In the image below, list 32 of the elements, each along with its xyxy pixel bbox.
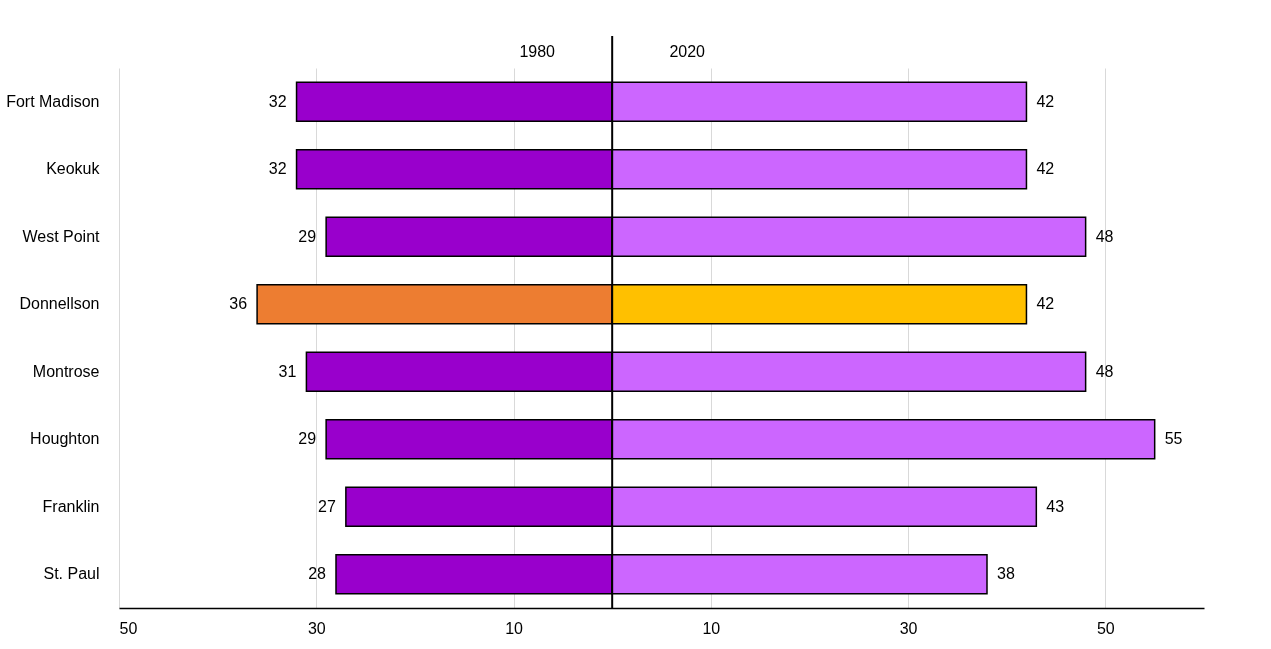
data-label: 42 — [1036, 295, 1055, 313]
data-label: 42 — [1036, 160, 1055, 178]
data-label: 32 — [268, 92, 287, 110]
data-label: 48 — [1095, 362, 1114, 380]
x-tick-label: 30 — [307, 619, 326, 637]
y-tick-label: Donnellson — [19, 295, 100, 313]
data-label: 36 — [229, 295, 248, 313]
y-tick-label: Houghton — [30, 430, 100, 448]
data-label: 31 — [278, 362, 297, 380]
y-tick-label: St. Paul — [43, 565, 100, 583]
data-label: 29 — [298, 430, 317, 448]
data-label: 38 — [997, 565, 1015, 583]
data-label: 42 — [1036, 92, 1055, 110]
y-tick-label: Montrose — [32, 362, 100, 380]
y-tick-label: Keokuk — [46, 160, 101, 178]
data-label: 29 — [298, 227, 317, 245]
data-label: 43 — [1046, 497, 1065, 515]
x-tick-label: 50 — [1096, 619, 1115, 637]
x-tick-label: 30 — [899, 619, 918, 637]
data-label: 28 — [308, 565, 327, 583]
data-label: 48 — [1095, 227, 1114, 245]
x-tick-label: 10 — [702, 619, 721, 637]
data-label: 27 — [318, 497, 336, 515]
series-label: 2020 — [669, 43, 706, 60]
y-tick-label: Fort Madison — [6, 92, 100, 110]
x-tick-label: 50 — [119, 619, 138, 637]
series-label: 1980 — [519, 43, 556, 60]
data-label: 32 — [268, 160, 287, 178]
y-tick-label: Franklin — [42, 497, 100, 515]
x-tick-label: 10 — [505, 619, 524, 637]
y-tick-label: West Point — [22, 227, 101, 245]
data-label: 55 — [1164, 430, 1183, 448]
